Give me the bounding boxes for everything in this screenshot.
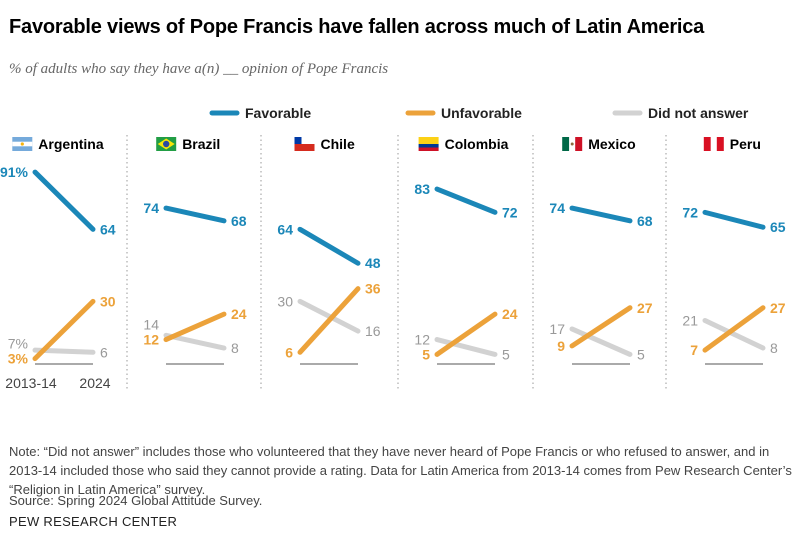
peru-flag-icon xyxy=(703,137,724,151)
data-label: 48 xyxy=(365,255,381,271)
series-line-favorable xyxy=(32,169,96,232)
series-line-unfavorable xyxy=(163,311,227,343)
data-label: 30 xyxy=(100,293,116,309)
country-name: Peru xyxy=(730,136,761,152)
series-line-unfavorable xyxy=(32,298,96,362)
series-line-did-not-answer xyxy=(434,337,498,357)
series-line-unfavorable xyxy=(569,305,633,349)
data-label: 72 xyxy=(682,204,698,220)
series-line-unfavorable xyxy=(297,286,361,355)
data-label: 6 xyxy=(285,344,293,360)
data-label: 24 xyxy=(231,306,247,322)
country-name: Chile xyxy=(321,136,355,152)
org-name: PEW RESEARCH CENTER xyxy=(9,514,178,529)
chile-flag-icon xyxy=(294,137,315,151)
chart-subtitle: % of adults who say they have a(n) __ op… xyxy=(9,61,389,77)
data-label: 83 xyxy=(414,181,430,197)
country-name: Brazil xyxy=(182,136,220,152)
legend-label: Favorable xyxy=(245,105,311,121)
country-name: Argentina xyxy=(38,136,104,152)
note: Note: “Did not answer” includes those wh… xyxy=(9,444,792,497)
data-label: 7 xyxy=(690,342,698,358)
data-label: 8 xyxy=(770,340,778,356)
chart-title: Favorable views of Pope Francis have fal… xyxy=(9,16,705,38)
data-label: 17 xyxy=(549,321,565,337)
data-label: 5 xyxy=(637,346,645,362)
brazil-flag-icon xyxy=(156,137,177,151)
data-label: 74 xyxy=(549,200,565,216)
country-name: Colombia xyxy=(445,136,509,152)
chart: Favorable Unfavorable Did not answer Argent… xyxy=(0,105,786,391)
data-label: 64 xyxy=(277,221,293,237)
data-label: 30 xyxy=(277,293,293,309)
data-label: 12 xyxy=(414,331,430,347)
data-label: 14 xyxy=(143,317,159,333)
series-line-favorable xyxy=(297,226,361,266)
series-line-unfavorable xyxy=(702,305,766,353)
data-label: 9 xyxy=(557,338,565,354)
data-label: 5 xyxy=(422,346,430,362)
legend-label: Did not answer xyxy=(648,105,749,121)
series-line-favorable xyxy=(434,186,498,215)
series-line-did-not-answer xyxy=(297,298,361,334)
argentina-flag-icon xyxy=(12,137,33,151)
x-tick-label: 2013-14 xyxy=(5,375,57,391)
data-label: 16 xyxy=(365,323,381,339)
data-label: 8 xyxy=(231,340,239,356)
data-label: 68 xyxy=(231,213,247,229)
series-line-favorable xyxy=(702,209,766,230)
data-label: 36 xyxy=(365,281,381,297)
data-label: 21 xyxy=(682,312,698,328)
source: Source: Spring 2024 Global Attitude Surv… xyxy=(9,493,263,508)
series-line-unfavorable xyxy=(434,311,498,357)
data-label: 74 xyxy=(143,200,159,216)
series-line-favorable xyxy=(569,205,633,224)
colombia-flag-icon xyxy=(418,137,439,151)
data-label: 5 xyxy=(502,346,510,362)
data-label: 27 xyxy=(770,300,786,316)
series-line-favorable xyxy=(163,205,227,224)
data-label: 24 xyxy=(502,306,518,322)
data-label: 72 xyxy=(502,204,518,220)
data-label: 91% xyxy=(0,164,29,180)
data-label: 64 xyxy=(100,221,116,237)
legend-label: Unfavorable xyxy=(441,105,522,121)
mexico-flag-icon xyxy=(562,137,583,151)
data-label: 65 xyxy=(770,219,786,235)
data-label: 7% xyxy=(8,336,28,352)
series-line-did-not-answer xyxy=(702,317,766,351)
country-name: Mexico xyxy=(588,136,635,152)
data-label: 12 xyxy=(143,332,159,348)
data-label: 3% xyxy=(8,351,29,367)
series-line-did-not-answer xyxy=(569,326,633,357)
data-label: 27 xyxy=(637,300,653,316)
data-label: 6 xyxy=(100,344,108,360)
data-label: 68 xyxy=(637,213,653,229)
x-tick-label: 2024 xyxy=(79,375,110,391)
